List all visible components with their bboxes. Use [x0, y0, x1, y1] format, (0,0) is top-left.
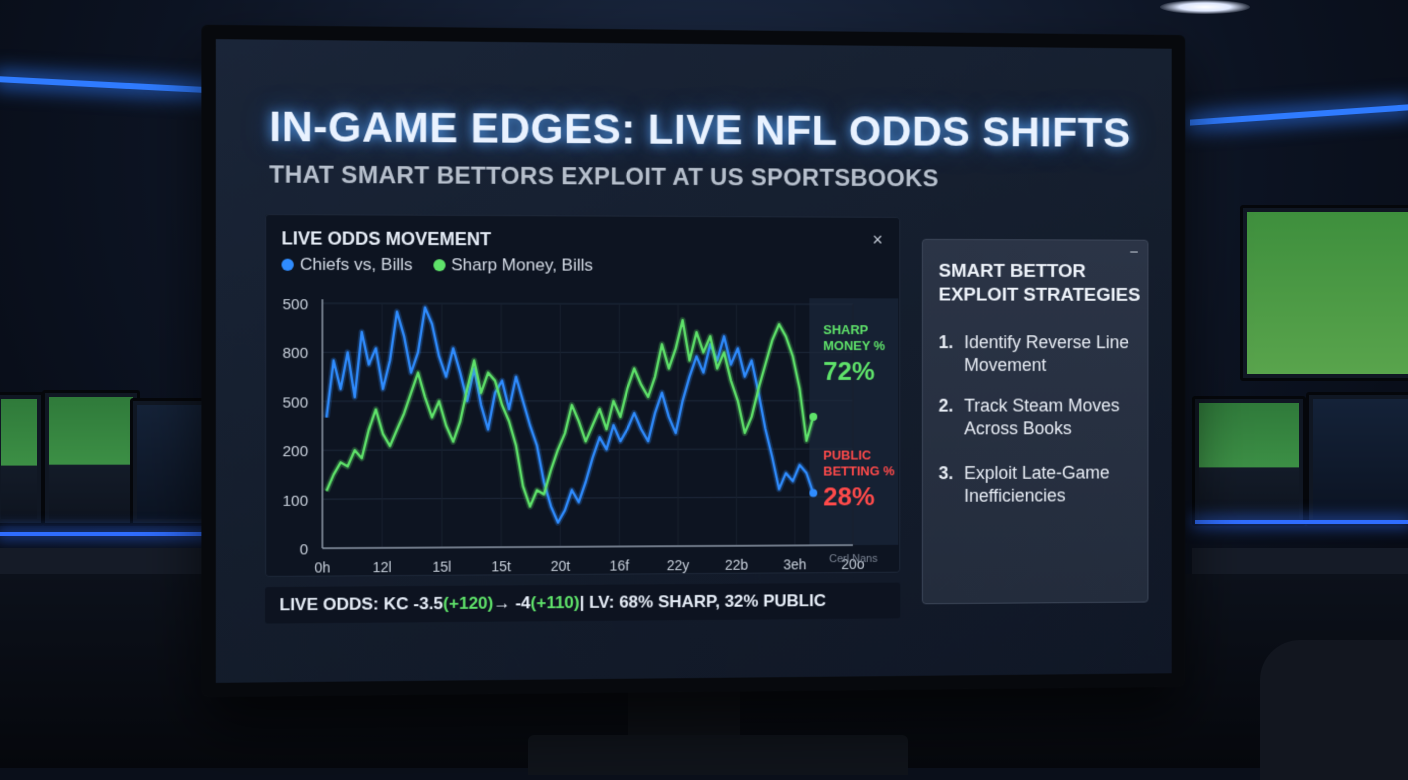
legend-dot-blue-icon: [281, 259, 293, 271]
public-label-line: PUBLIC: [823, 447, 894, 463]
list-item-number: 3.: [939, 462, 957, 508]
ticker-odds-after: (+110): [531, 593, 580, 613]
live-odds-ticker: LIVE ODDS: KC -3.5 (+120) → -4 (+110) | …: [265, 583, 900, 624]
office-chair: [1260, 640, 1408, 780]
sharp-label-line: MONEY %: [823, 338, 885, 354]
legend-item-chiefs: Chiefs vs, Bills: [281, 255, 412, 276]
list-item: 3. Exploit Late-Game Inefficiencies: [939, 462, 1146, 508]
x-tick-label: 15l: [432, 559, 451, 575]
x-tick-label: 0h: [314, 559, 330, 575]
chart-legend: Chiefs vs, Bills Sharp Money, Bills: [281, 255, 592, 276]
x-tick-label: 16f: [610, 558, 630, 574]
strategies-panel: – SMART BETTOR EXPLOIT STRATEGIES 1. Ide…: [922, 239, 1149, 604]
list-item: 2. Track Steam Moves Across Books: [939, 395, 1146, 441]
y-tick-label: 800: [283, 345, 309, 362]
list-item: 1. Identify Reverse Line Movement: [939, 331, 1146, 377]
grid-line: [322, 401, 852, 402]
ticker-prefix: LIVE ODDS: KC -3.5: [279, 594, 443, 615]
ticker-suffix: | LV: 68% SHARP, 32% PUBLIC: [580, 591, 826, 613]
grid-line: [322, 497, 852, 499]
list-item-text: Track Steam Moves Across Books: [964, 395, 1145, 441]
y-tick-label: 0: [300, 541, 309, 558]
background-monitor: [1192, 396, 1306, 526]
desk-right: [1192, 548, 1408, 574]
close-icon[interactable]: ×: [867, 229, 889, 251]
background-monitor: [0, 392, 44, 526]
minimize-icon[interactable]: –: [1130, 243, 1138, 259]
legend-label: Sharp Money, Bills: [451, 255, 593, 276]
list-item-number: 2.: [939, 395, 957, 441]
x-tick-label: 3eh: [783, 556, 806, 572]
page-title: IN-GAME EDGES: LIVE NFL ODDS SHIFTS: [269, 103, 1131, 157]
public-betting-label: PUBLIC BETTING %: [823, 447, 894, 479]
x-axis: [322, 545, 852, 548]
list-item-text: Exploit Late-Game Inefficiencies: [964, 462, 1145, 508]
x-tick-label: 15t: [491, 558, 511, 574]
background-monitor: [42, 390, 140, 526]
public-betting-value: 28%: [823, 481, 874, 512]
x-tick-label: 12l: [373, 559, 392, 575]
sharp-money-label: SHARP MONEY %: [823, 322, 885, 354]
list-item-number: 1.: [939, 331, 957, 377]
grid-line: [322, 303, 852, 304]
x-tick-label: 22y: [667, 557, 690, 573]
series-end-point: [809, 489, 817, 497]
legend-item-sharp: Sharp Money, Bills: [433, 255, 593, 276]
background-monitor: [1306, 392, 1408, 526]
chart-caption: Cerl Nans: [829, 553, 877, 565]
x-tick-label: 22b: [725, 557, 748, 573]
legend-dot-green-icon: [433, 259, 445, 271]
public-label-line: BETTING %: [823, 463, 894, 479]
sharp-money-value: 72%: [823, 356, 874, 387]
strategies-list: 1. Identify Reverse Line Movement 2. Tra…: [939, 331, 1146, 526]
monitor-stand-base: [528, 735, 908, 775]
ticker-odds-before: (+120): [443, 594, 493, 615]
odds-chart-panel: 500 800 500 200 100 0 0h 12l 15l 15t 20t 16f 22y 22b 3…: [265, 214, 900, 577]
series-end-point: [809, 413, 817, 421]
y-tick-label: 500: [283, 394, 309, 411]
y-tick-label: 500: [283, 296, 309, 313]
x-tick-label: 20t: [551, 558, 571, 574]
legend-label: Chiefs vs, Bills: [300, 255, 413, 276]
chart-title: LIVE ODDS MOVEMENT: [281, 228, 491, 250]
background-tv: [1240, 205, 1408, 381]
ceiling-light: [1160, 0, 1250, 14]
page-subtitle: THAT SMART BETTORS EXPLOIT AT US SPORTSB…: [269, 161, 938, 193]
monitor-screen: IN-GAME EDGES: LIVE NFL ODDS SHIFTS THAT…: [216, 39, 1172, 683]
list-item-text: Identify Reverse Line Movement: [964, 331, 1145, 377]
y-tick-label: 200: [283, 443, 309, 460]
sharp-label-line: SHARP: [823, 322, 885, 338]
neon-desk-strip-left: [0, 532, 210, 536]
main-monitor: IN-GAME EDGES: LIVE NFL ODDS SHIFTS THAT…: [201, 25, 1185, 698]
neon-desk-strip-right: [1195, 520, 1408, 524]
strategies-title: SMART BETTOR EXPLOIT STRATEGIES: [939, 260, 1144, 308]
y-tick-label: 100: [283, 492, 309, 509]
ticker-arrow: → -4: [493, 593, 530, 613]
desk-left: [0, 548, 215, 574]
